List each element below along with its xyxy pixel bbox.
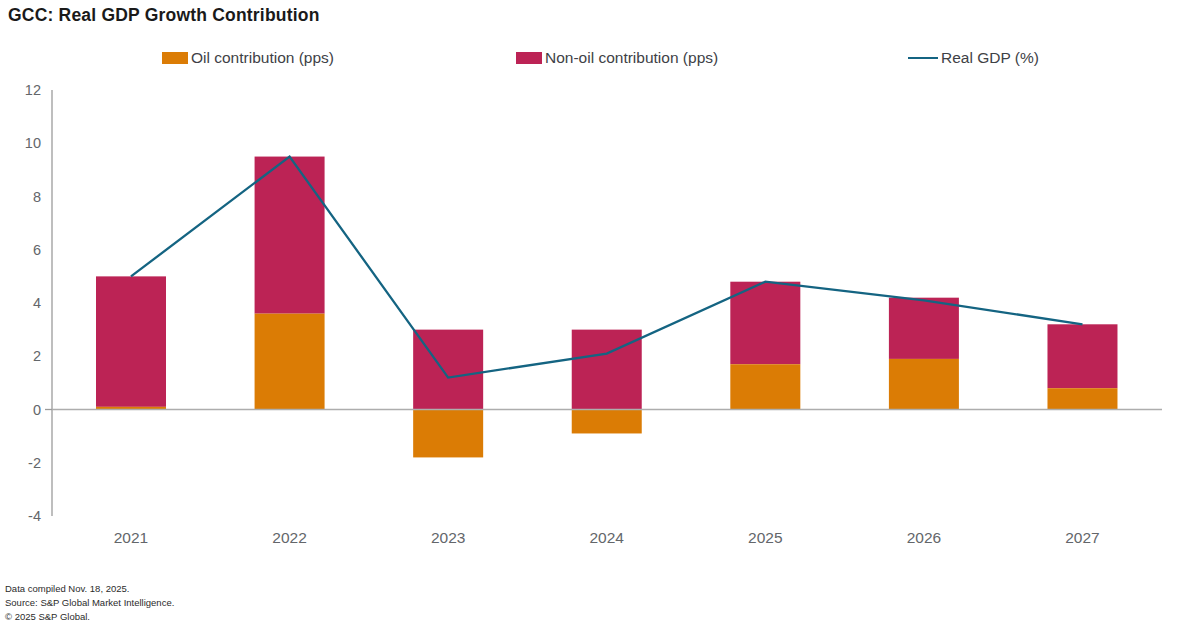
chart-figure: GCC: Real GDP Growth Contribution Oil co… (0, 0, 1200, 627)
bar-oil-2025 (730, 364, 800, 409)
y-tick-label: 2 (33, 348, 41, 364)
x-label-2023: 2023 (431, 529, 465, 546)
bar-non-oil-2021 (96, 276, 166, 406)
y-tick-label: 4 (33, 295, 41, 311)
bar-non-oil-2022 (255, 157, 325, 314)
y-tick-label: -2 (28, 455, 41, 471)
x-label-2027: 2027 (1065, 529, 1099, 546)
x-label-2026: 2026 (907, 529, 941, 546)
y-tick-label: -4 (28, 508, 41, 524)
x-label-2021: 2021 (114, 529, 148, 546)
bar-oil-2026 (889, 359, 959, 410)
chart-canvas: 12 10 8 6 4 2 0 -2 -4 2021 2022 2023 2024 2025 2026 202… (0, 0, 1200, 627)
footer-source: Source: S&P Global Market Intelligence. (5, 596, 174, 610)
y-tick-label: 8 (33, 189, 41, 205)
chart-footer: Data compiled Nov. 18, 2025. Source: S&P… (5, 582, 174, 624)
bar-non-oil-2025 (730, 282, 800, 365)
x-label-2025: 2025 (748, 529, 782, 546)
y-tick-label: 6 (33, 242, 41, 258)
bar-oil-2022 (255, 314, 325, 410)
bar-non-oil-2027 (1047, 324, 1117, 388)
x-label-2024: 2024 (589, 529, 624, 546)
y-tick-label: 12 (25, 82, 41, 98)
bar-oil-2027 (1047, 388, 1117, 409)
footer-copyright: © 2025 S&P Global. (5, 610, 174, 624)
x-label-2022: 2022 (272, 529, 306, 546)
footer-compiled-date: Data compiled Nov. 18, 2025. (5, 582, 174, 596)
y-tick-label: 10 (25, 135, 41, 151)
bar-non-oil-2026 (889, 298, 959, 359)
bar-oil-2023 (413, 410, 483, 458)
y-tick-label: 0 (33, 402, 41, 418)
bar-oil-2024 (572, 410, 642, 434)
